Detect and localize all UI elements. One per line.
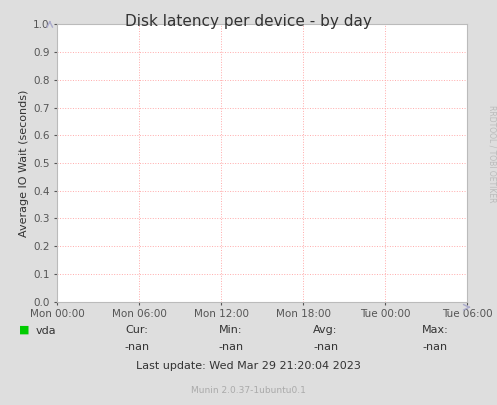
Text: -nan: -nan xyxy=(219,342,244,352)
Text: Avg:: Avg: xyxy=(313,325,338,335)
Text: ■: ■ xyxy=(19,325,29,335)
Text: -nan: -nan xyxy=(422,342,447,352)
Text: Disk latency per device - by day: Disk latency per device - by day xyxy=(125,14,372,29)
Text: RRDTOOL / TOBI OETIKER: RRDTOOL / TOBI OETIKER xyxy=(487,105,496,202)
Text: Max:: Max: xyxy=(421,325,448,335)
Text: -nan: -nan xyxy=(124,342,149,352)
Text: Cur:: Cur: xyxy=(125,325,148,335)
Text: Last update: Wed Mar 29 21:20:04 2023: Last update: Wed Mar 29 21:20:04 2023 xyxy=(136,361,361,371)
Text: Munin 2.0.37-1ubuntu0.1: Munin 2.0.37-1ubuntu0.1 xyxy=(191,386,306,394)
Text: -nan: -nan xyxy=(313,342,338,352)
Text: vda: vda xyxy=(36,326,56,336)
Text: Min:: Min: xyxy=(219,325,243,335)
Y-axis label: Average IO Wait (seconds): Average IO Wait (seconds) xyxy=(19,90,29,237)
